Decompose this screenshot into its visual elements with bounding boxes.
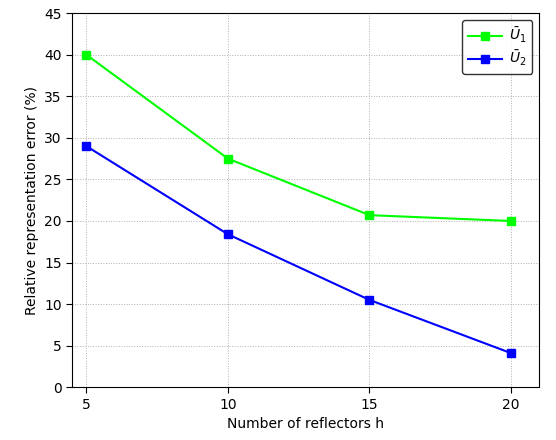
$\bar{U}_2$: [366, 297, 373, 303]
Line: $\bar{U}_2$: $\bar{U}_2$: [82, 142, 515, 357]
$\bar{U}_1$: [83, 52, 90, 57]
$\bar{U}_1$: [225, 156, 231, 161]
Line: $\bar{U}_1$: $\bar{U}_1$: [82, 51, 515, 225]
$\bar{U}_2$: [83, 143, 90, 149]
Legend: $\bar{U}_1$, $\bar{U}_2$: $\bar{U}_1$, $\bar{U}_2$: [462, 20, 533, 74]
Y-axis label: Relative representation error (%): Relative representation error (%): [24, 86, 39, 315]
$\bar{U}_1$: [366, 213, 373, 218]
$\bar{U}_1$: [508, 218, 514, 224]
X-axis label: Number of reflectors h: Number of reflectors h: [227, 417, 384, 431]
$\bar{U}_2$: [225, 231, 231, 237]
$\bar{U}_2$: [508, 351, 514, 356]
